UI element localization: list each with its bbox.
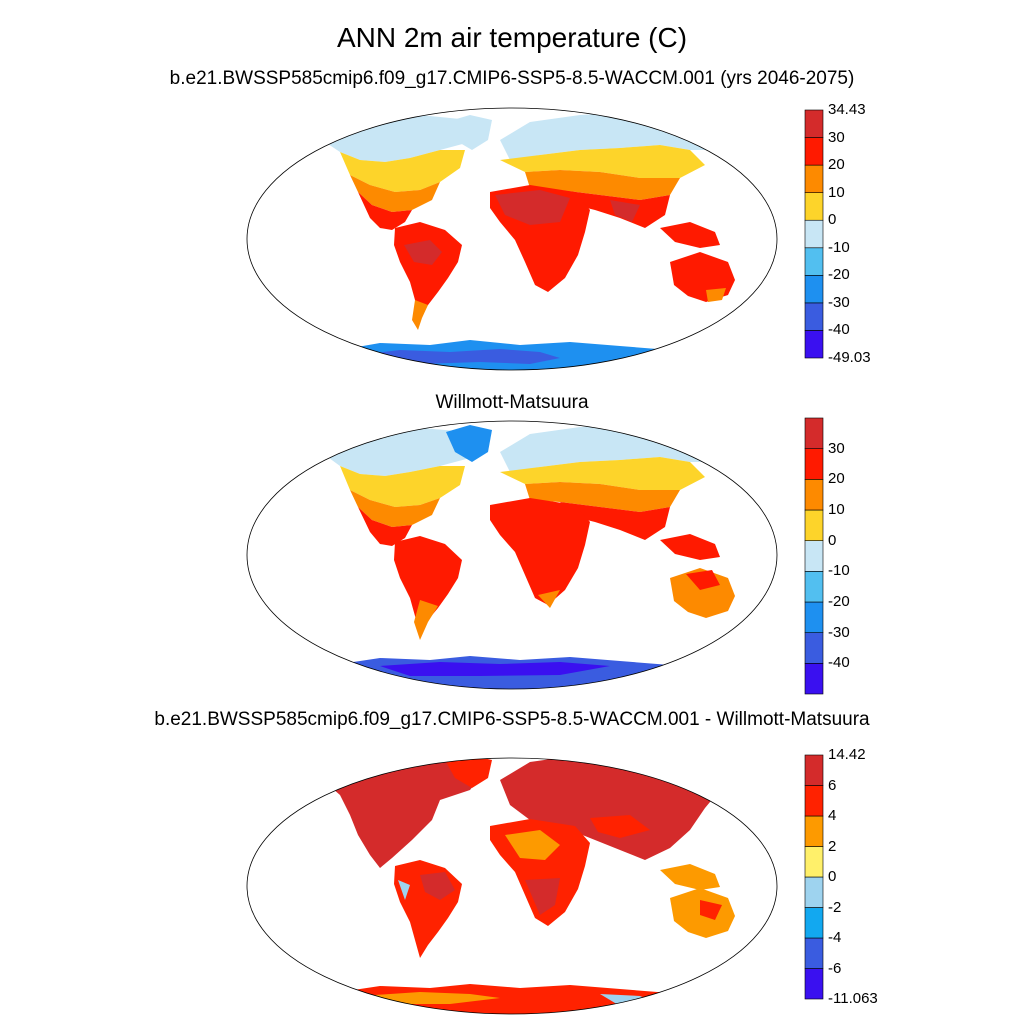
south-america-region: [394, 222, 462, 330]
colorbar-1-swatch: [804, 302, 824, 331]
colorbar-3-label: 0: [828, 868, 837, 885]
colorbar-3-label: 14.42: [828, 746, 866, 763]
africa-region: [490, 819, 590, 926]
colorbar-1-swatch: [804, 330, 824, 359]
africa-region: [490, 185, 590, 292]
colorbar-2-swatch: [804, 663, 824, 695]
colorbar-1-label: -40: [828, 321, 850, 339]
colorbar-1-label: 0: [828, 211, 837, 229]
colorbar-2-label: -20: [828, 593, 850, 610]
colorbar-1-swatch: [804, 192, 824, 221]
figure-title: ANN 2m air temperature (C): [336, 22, 688, 53]
australia-region: [670, 568, 735, 618]
colorbar-1-label: 10: [828, 183, 845, 201]
colorbar-2-label: 20: [828, 470, 845, 488]
colorbar-2-swatch: [804, 540, 824, 572]
colorbar-3-swatch: [804, 937, 824, 969]
colorbar-2-label: 10: [828, 501, 845, 518]
map-panel-3: [246, 757, 778, 1015]
colorbar-3-label: -11.063: [828, 990, 878, 1007]
colorbar-1-label: -49.03: [828, 349, 871, 366]
colorbar-2-swatch: [804, 479, 824, 511]
colorbar-1: [804, 109, 824, 359]
colorbar-3: [804, 754, 824, 1000]
colorbar-3-label: 2: [828, 837, 837, 855]
colorbar-1-swatch: [804, 109, 824, 138]
panel-2-title: Willmott-Matsuura: [435, 392, 589, 413]
colorbar-3-swatch: [804, 785, 824, 817]
colorbar-2-swatch: [804, 601, 824, 633]
colorbar-3-swatch: [804, 968, 824, 1000]
colorbar-3-label: 6: [828, 776, 837, 794]
colorbar-2-swatch: [804, 448, 824, 480]
map-panel-1: [246, 107, 778, 371]
antarctica-region: [300, 340, 760, 370]
colorbar-1-swatch: [804, 275, 824, 304]
south-america-region: [394, 860, 462, 958]
panel-3-title: b.e21.BWSSP585cmip6.f09_g17.CMIP6-SSP5-8…: [154, 709, 870, 730]
colorbar-1-label: -10: [828, 238, 850, 256]
maritime-region: [660, 534, 720, 560]
colorbar-3-label: -2: [828, 898, 842, 916]
africa-region: [490, 498, 590, 608]
antarctica-region: [300, 984, 760, 1014]
colorbar-2-label: -30: [828, 623, 850, 641]
colorbar-1-swatch: [804, 247, 824, 276]
map-border-3: [246, 757, 778, 1015]
antarctica-region: [300, 656, 760, 689]
colorbar-3-label: -4: [828, 929, 842, 946]
map-border-2: [246, 420, 778, 690]
colorbar-1-label: 30: [828, 128, 845, 146]
colorbar-3-label: 4: [828, 807, 837, 824]
greenland-region: [446, 758, 492, 788]
map-panel-2: [246, 420, 778, 690]
colorbar-3-swatch: [804, 876, 824, 908]
north-america-region: [318, 758, 482, 868]
colorbar-1-label: 20: [828, 156, 845, 174]
colorbar-2-label: -10: [828, 562, 850, 580]
colorbar-2-swatch: [804, 571, 824, 603]
maritime-region: [660, 222, 720, 248]
colorbar-2: [804, 417, 824, 695]
south-america-region: [394, 536, 462, 640]
colorbar-2-swatch: [804, 632, 824, 664]
map-border-1: [246, 107, 778, 371]
greenland-region: [446, 425, 492, 462]
colorbar-1-swatch: [804, 219, 824, 249]
colorbar-3-swatch: [804, 907, 824, 939]
colorbar-3-swatch: [804, 754, 824, 786]
colorbar-2-swatch: [804, 509, 824, 541]
australia-region: [670, 252, 735, 302]
panel-1-title: b.e21.BWSSP585cmip6.f09_g17.CMIP6-SSP5-8…: [169, 68, 855, 89]
colorbar-3-label: -6: [828, 959, 842, 977]
colorbar-3-swatch: [804, 846, 824, 878]
greenland-region: [446, 115, 492, 150]
colorbar-2-label: -40: [828, 654, 850, 672]
maritime-region: [660, 864, 720, 890]
colorbar-1-label: 34.43: [828, 101, 866, 118]
colorbar-1-swatch: [804, 164, 824, 193]
colorbar-2-label: 30: [828, 439, 845, 457]
colorbar-2-label: 0: [828, 531, 837, 549]
colorbar-3-swatch: [804, 815, 824, 847]
colorbar-2-swatch: [804, 417, 824, 449]
australia-region: [670, 888, 735, 938]
colorbar-1-label: -30: [828, 293, 850, 311]
colorbar-1-swatch: [804, 137, 824, 166]
colorbar-1-label: -20: [828, 266, 850, 284]
